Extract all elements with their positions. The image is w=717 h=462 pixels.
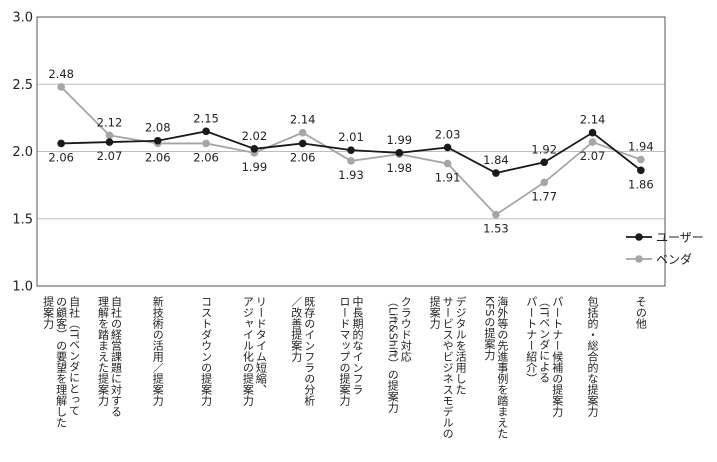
data-label: 2.07 [580,149,606,163]
x-category-label: その他 [634,296,647,329]
data-label: 2.48 [48,67,74,81]
data-point [492,210,500,219]
x-category-label: 提案力 [42,296,55,329]
data-label: 1.94 [628,140,654,154]
series-points [57,83,645,219]
data-point [637,155,645,164]
x-category-label: リードタイム短縮、 [254,296,267,395]
data-label: 1.91 [435,171,461,185]
data-point [105,138,114,146]
data-label: 2.15 [193,111,219,125]
data-point [250,145,259,153]
x-category-label: ロードマップの提案力 [338,296,351,406]
data-label: 2.03 [435,127,461,141]
data-point [540,158,549,167]
x-category-label: 自社の経営課題に対する [109,296,122,417]
data-point [588,138,597,146]
data-point [57,139,65,148]
data-label: 2.06 [193,150,219,164]
x-category-label: デジタルを活用した [454,295,467,395]
data-point [202,127,210,136]
x-category-label: パートナー紹介） [525,296,538,384]
data-label: 1.84 [483,153,509,167]
x-category-label: の顧客）の要望を理解した [55,296,68,428]
x-category-label: コストダウンの提案力 [200,296,213,406]
data-label: 2.14 [290,113,316,127]
data-label: 2.01 [338,130,364,144]
data-point [105,131,114,140]
y-tick-label: 2.0 [12,145,33,160]
data-label: 2.07 [97,149,123,163]
data-label: 2.08 [145,121,171,135]
x-category-label: 海外等の先進事例を踏まえた [496,295,509,439]
x-category-label: サービスやビジネスモデルの [441,296,454,439]
x-category-label: パートナー候補の提案力 [551,296,564,417]
data-label: 1.98 [387,161,413,175]
x-category-label: KFSの提案力 [483,296,496,360]
data-point [347,157,355,165]
data-point [637,166,645,175]
data-label: 1.99 [242,160,268,174]
x-category-label: （Lift&Shift）の提案力 [386,296,399,413]
data-point [202,139,210,148]
data-label: 2.14 [580,113,606,127]
legend-label: ユーザー [656,231,704,245]
data-label: 1.77 [531,189,557,203]
y-tick-label: 2.5 [12,78,33,93]
x-category-label: 提案力 [428,296,441,329]
data-label: 1.93 [338,168,364,182]
x-category-label: （ITベンダによる [538,296,551,383]
data-label: 2.02 [242,129,268,143]
x-category-label: 既存のインフラの分析 [303,296,316,407]
data-point [492,169,500,177]
data-point [57,83,65,91]
legend-marker [635,233,643,241]
data-label: 1.92 [531,142,557,156]
plot-frame [36,16,666,287]
y-tick-label: 1.0 [12,280,33,295]
x-category-label: 理解を踏まえた提案力 [96,296,109,406]
x-category-label: 新技術の活用／提案力 [151,295,164,406]
x-category-label: 中長期的なインフラ [351,296,364,395]
x-category-label: 包括的・総合的な提案力 [586,296,599,417]
data-label: 1.53 [483,222,509,236]
x-category-label: 自社（ITベンダにとって [68,296,81,416]
x-category-label: アジャイル化の提案力 [241,296,254,406]
data-label: 1.99 [387,133,413,147]
data-point [443,159,452,168]
data-label: 2.06 [290,150,316,164]
data-point [298,139,307,148]
x-category-label: クラウド対応 [399,296,412,362]
data-point [347,146,355,154]
data-point [588,128,597,137]
data-point [443,143,452,152]
y-tick-label: 1.5 [12,212,33,227]
data-label: 2.12 [97,115,123,129]
data-labels: 2.06 2.48 2.07 2.12 2.08 2.06 2.15 2.06 2.02 1.99… [48,67,653,236]
legend-marker [635,255,643,263]
data-point [298,128,307,137]
data-point [540,178,549,187]
legend-label: ベンダ [656,252,692,267]
y-tick-label: 3.0 [12,11,33,26]
data-label: 2.06 [145,150,171,164]
data-point [153,136,162,145]
y-axis-ticks: 1.0 1.5 2.0 2.5 3.0 [12,11,33,295]
x-category-label: ／改善提案力 [290,296,303,362]
data-point [395,149,404,157]
data-label: 1.86 [628,177,654,191]
data-label: 2.06 [48,150,74,164]
